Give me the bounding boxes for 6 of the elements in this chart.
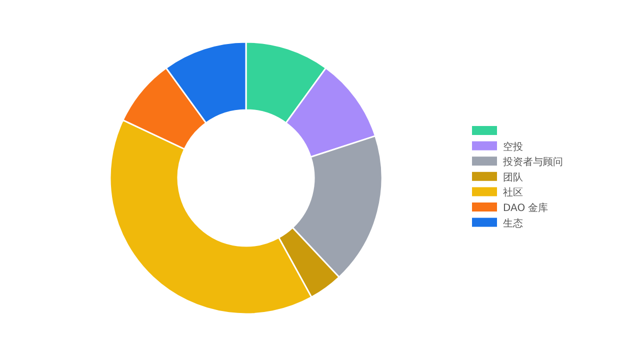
- legend-label: DAO 金库: [503, 202, 548, 214]
- legend-label: 投资者与顾问: [502, 156, 563, 168]
- legend-label: 团队: [503, 171, 523, 184]
- legend-label: 生态: [503, 217, 523, 230]
- legend-label: 空投: [503, 140, 523, 153]
- legend-label: 社区: [503, 186, 523, 199]
